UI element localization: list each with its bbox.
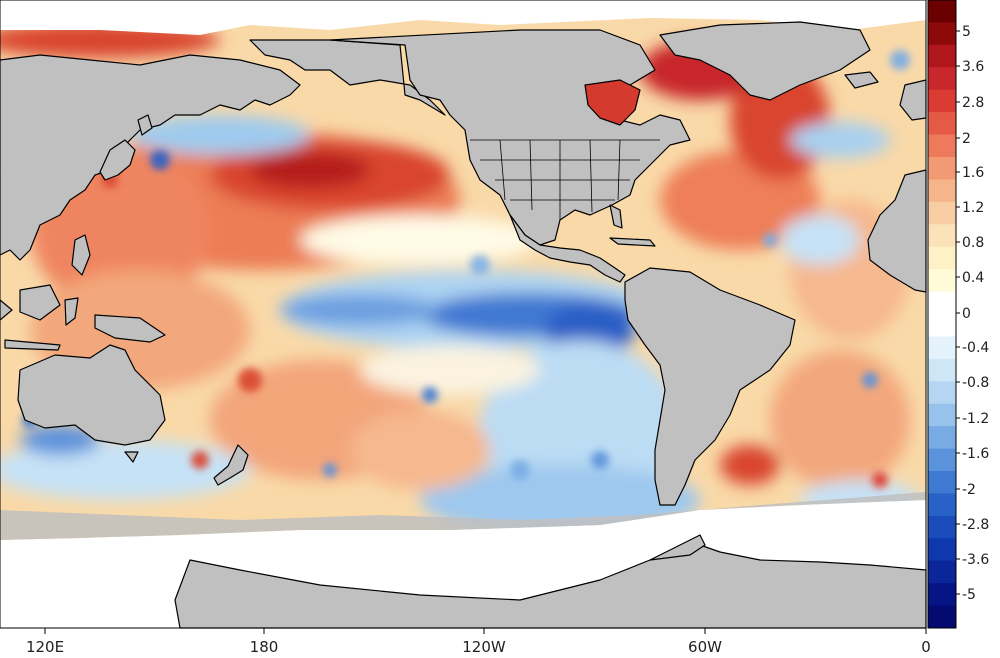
colorbar-label: -0.4 [962, 340, 989, 356]
colorbar-label: 3.6 [962, 59, 984, 75]
x-tick-label: 60W [688, 638, 722, 656]
colorbar-swatch [928, 0, 956, 23]
land-tasmania [124, 451, 139, 463]
colorbar-label: -2.8 [962, 517, 989, 533]
colorbar-label: 1.6 [962, 165, 984, 181]
x-tick-label: 0 [921, 638, 931, 656]
land-java [4, 339, 61, 351]
colorbar-label: 0.4 [962, 270, 984, 286]
colorbar-swatch [928, 515, 956, 539]
land-australia [17, 344, 166, 446]
colorbar-swatch [928, 22, 956, 46]
colorbar-label: -2 [962, 482, 976, 498]
land-borneo [19, 284, 61, 321]
land-japan [99, 139, 136, 181]
land-sulawesi [64, 297, 79, 326]
land-masses [0, 21, 927, 629]
colorbar-swatch [928, 112, 956, 136]
colorbar-label: -5 [962, 587, 976, 603]
x-tick-label: 180 [250, 638, 279, 656]
land-south-america [624, 267, 796, 506]
colorbar-swatch [928, 538, 956, 562]
colorbar-label: 5 [962, 24, 971, 40]
colorbar-outline [927, 0, 957, 629]
colorbar-label: 0.8 [962, 235, 984, 251]
map-frame [0, 0, 927, 629]
colorbar-swatch [928, 583, 956, 607]
colorbar-label: 2.8 [962, 95, 984, 111]
colorbar-swatch [928, 426, 956, 450]
colorbar-swatch [928, 471, 956, 494]
colorbar-label: 0 [962, 306, 971, 322]
land-central-america [509, 214, 626, 283]
land-new-guinea [94, 314, 166, 343]
colorbar-label: -3.6 [962, 552, 989, 568]
colorbar-swatch [928, 44, 956, 68]
land-japan-north [137, 114, 153, 136]
colorbar-swatch [928, 67, 956, 91]
land-asia [0, 54, 301, 261]
colorbar-swatch [928, 269, 956, 293]
x-tick-label: 120E [26, 638, 64, 656]
us-state-borders [470, 139, 660, 220]
x-axis: 120E 180 120W 60W 0 [26, 628, 931, 656]
colorbar-label: -0.8 [962, 375, 989, 391]
colorbar-swatch [928, 291, 956, 315]
land-alaska [249, 39, 446, 116]
colorbar-swatch [928, 493, 956, 517]
colorbar-swatch [928, 134, 956, 158]
colorbar-swatch [928, 403, 956, 427]
land-africa [867, 169, 927, 293]
land-sumatra [0, 299, 13, 321]
colorbar: 5 3.6 2.8 2 1.6 1.2 0.8 0.4 0 -0.4 -0.8 -1.2 -1.6 -2 -… [927, 0, 989, 629]
colorbar-swatch [928, 605, 956, 629]
land-florida [609, 204, 623, 229]
colorbar-label: -1.6 [962, 446, 989, 462]
colorbar-swatch [928, 179, 956, 203]
colorbar-swatch [928, 336, 956, 360]
colorbar-swatch [928, 448, 956, 472]
land-greenland [659, 21, 871, 101]
land-iceland [844, 71, 879, 89]
colorbar-swatch [928, 201, 956, 225]
colorbar-label: 1.2 [962, 200, 984, 216]
colorbar-swatch [928, 314, 956, 337]
colorbar-label: 2 [962, 131, 971, 147]
colorbar-swatch [928, 157, 956, 180]
land-cuba [609, 237, 656, 247]
land-antarctic-peninsula [649, 534, 706, 561]
colorbar-swatch [928, 381, 956, 405]
colorbar-swatch [928, 224, 956, 248]
colorbar-swatch [928, 246, 956, 270]
colorbar-swatch [928, 358, 956, 382]
colorbar-label: -1.2 [962, 411, 989, 427]
land-philippines [71, 234, 91, 276]
colorbar-swatch [928, 560, 956, 584]
x-tick-label: 120W [462, 638, 506, 656]
land-new-zealand [213, 444, 249, 486]
colorbar-swatch [928, 89, 956, 113]
hudson-bay [584, 79, 641, 126]
